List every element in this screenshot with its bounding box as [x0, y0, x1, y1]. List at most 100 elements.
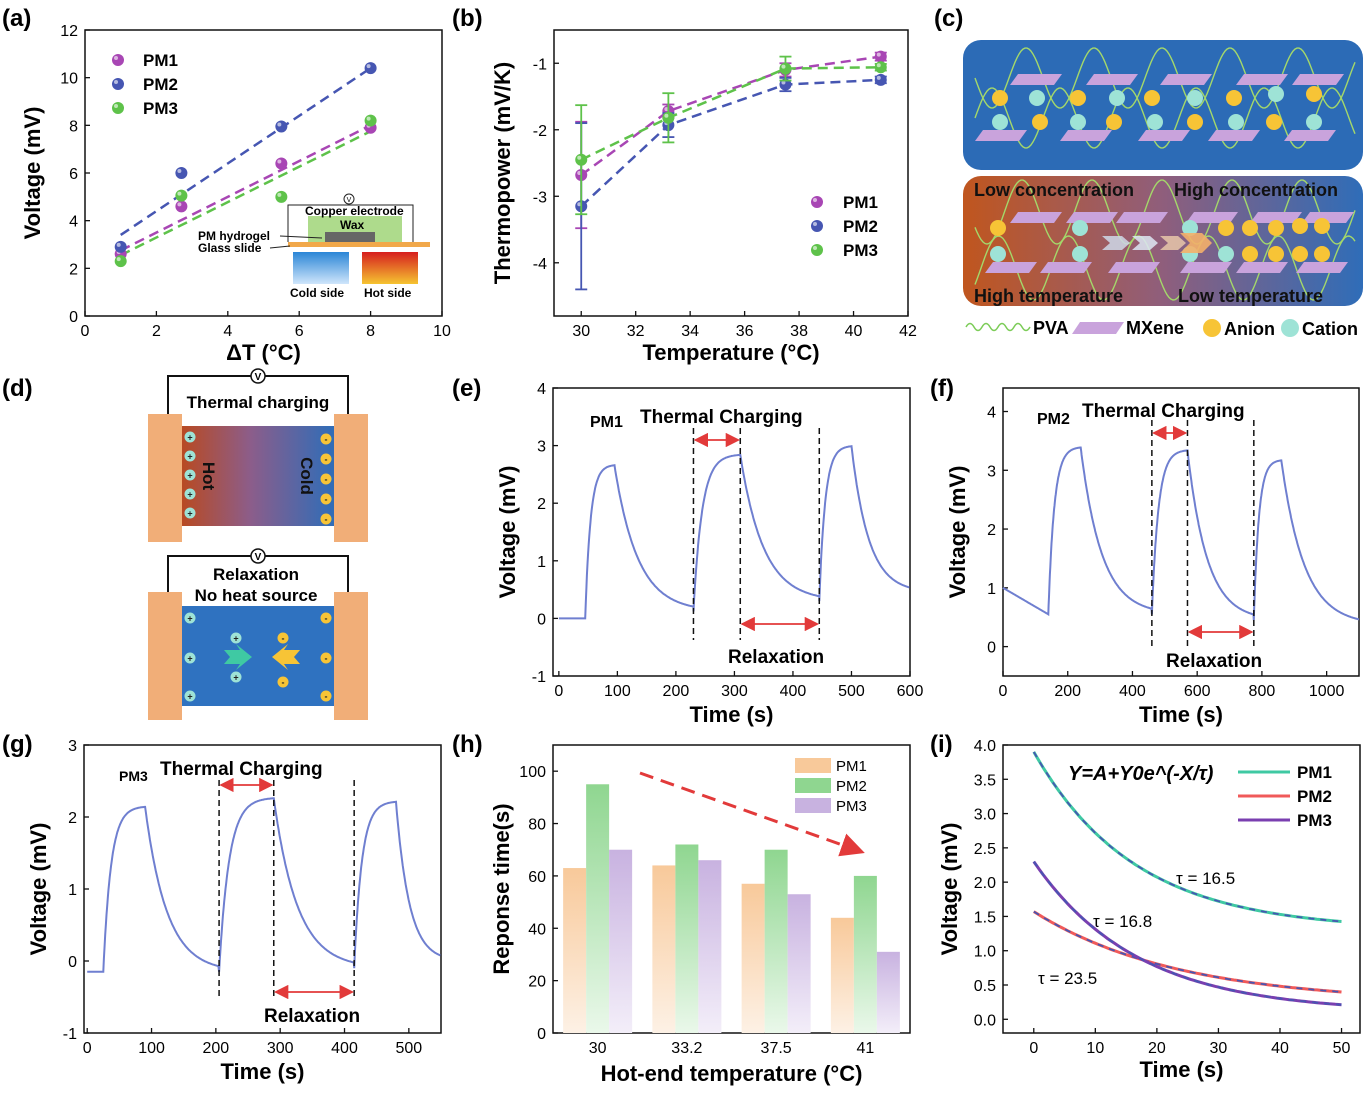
x-axis-label: Time (s)	[1140, 1057, 1224, 1082]
y-tick-label: 0.0	[974, 1012, 996, 1029]
legend-label-PM3: PM3	[1297, 811, 1332, 830]
cation-ion	[1029, 90, 1045, 106]
y-tick-label: 1	[537, 554, 546, 571]
y-tick-label: 3.5	[974, 772, 996, 789]
mxene-sheet	[975, 130, 1027, 141]
series-line-PM3	[580, 65, 881, 161]
anion-ion	[1106, 114, 1122, 130]
point-PM1-highlight	[664, 107, 669, 112]
panel-c-top-box	[963, 40, 1363, 170]
cation-ion	[1218, 246, 1234, 262]
point-PM3-highlight	[177, 191, 182, 196]
cation-ion	[1147, 114, 1163, 130]
point-PM2	[114, 240, 127, 253]
y-tick-label: -3	[533, 189, 547, 206]
legend-marker-PM3-highlight	[813, 246, 817, 250]
x-tick-label: 800	[1249, 683, 1276, 700]
x-tick-label: 42	[899, 323, 917, 340]
point-PM2	[364, 62, 377, 75]
x-tick-label: 30	[572, 323, 590, 340]
pva-chain	[974, 235, 1356, 301]
bar-PM1	[741, 883, 765, 1033]
low-temperature-label: Low temperature	[1178, 286, 1323, 306]
plot-frame	[1002, 387, 1360, 677]
plot-frame	[552, 387, 911, 677]
x-tick-label: 10	[433, 323, 451, 340]
mxene-sheet	[1296, 262, 1348, 273]
inset-pm-hydrogel-label: PM hydrogel	[198, 229, 270, 243]
ion-charge: +	[187, 452, 192, 462]
mxene-sheet	[1180, 262, 1232, 273]
plot-frame	[1002, 744, 1361, 1034]
plot-frame	[552, 744, 911, 1034]
mxene-sheet	[1284, 130, 1336, 141]
y-tick-label: 0	[537, 611, 546, 628]
cation-ion	[230, 632, 242, 644]
panel-letter-b: (b)	[452, 5, 483, 32]
plot-frame	[83, 744, 442, 1034]
cation-ion	[184, 469, 196, 481]
x-tick-label: 40	[845, 323, 863, 340]
cation-legend-label: Cation	[1302, 319, 1358, 339]
hydrogel-block	[325, 232, 375, 242]
y-tick-label: 8	[69, 118, 78, 135]
y-tick-label: 0	[987, 640, 996, 657]
y-tick-label: 12	[60, 23, 78, 40]
x-axis-label: Time (s)	[1139, 702, 1223, 727]
glass-slide	[288, 242, 430, 247]
ion-charge: +	[187, 692, 192, 702]
legend-label-PM2: PM2	[836, 778, 867, 795]
anion-ion	[320, 493, 332, 505]
cation-ion	[184, 612, 196, 624]
fit-line-PM1	[120, 124, 372, 252]
legend-marker-PM2	[811, 220, 823, 232]
mxene-sheet	[985, 262, 1037, 273]
x-tick-label: 100	[604, 683, 631, 700]
point-PM2	[275, 120, 288, 133]
ion-charge: +	[233, 634, 238, 644]
y-tick-label: 2.5	[974, 841, 996, 858]
x-axis-label: Time (s)	[690, 702, 774, 727]
diffusion-arrows	[1102, 233, 1212, 253]
anion-ion	[1314, 246, 1330, 262]
legend-label-PM1: PM1	[1297, 763, 1332, 782]
data-curve-PM3	[1033, 861, 1342, 1006]
no-heat-source-label: No heat source	[195, 586, 318, 605]
cold-label: Cold	[297, 457, 316, 495]
y-tick-label: -1	[63, 1026, 77, 1043]
y-tick-label: 4	[537, 381, 546, 398]
x-tick-label: 400	[1119, 683, 1146, 700]
anion-ion	[1266, 114, 1282, 130]
chart-g-pm3-cycles: 0 100 200 300 400 500 -1 0 1 2 3 Time (s) Voltage (m…	[26, 738, 442, 1084]
anion-ion	[1314, 218, 1330, 234]
cation-ion	[1268, 86, 1284, 102]
point-PM1-highlight	[876, 52, 881, 57]
legend-label-PM1: PM1	[843, 193, 878, 212]
thermal-charging-label: Thermal Charging	[640, 407, 803, 428]
x-tick-label: 300	[267, 1040, 294, 1057]
anion-ion	[1187, 114, 1203, 130]
thermal-charging-label: Thermal Charging	[1082, 401, 1245, 422]
mxene-sheet	[1236, 262, 1288, 273]
panel-letter-g: (g)	[2, 731, 33, 758]
bar-PM1	[652, 865, 676, 1033]
inset-glass-slide-label: Glass slide	[198, 241, 262, 255]
series-line-PM2	[580, 78, 881, 208]
cation-ion	[1070, 114, 1086, 130]
legend-label-PM1: PM1	[836, 758, 867, 775]
panel-letter-e: (e)	[452, 375, 481, 402]
x-tick-label: 8	[366, 323, 375, 340]
point-PM3	[114, 255, 127, 268]
x-tick-label: 0	[1029, 1040, 1038, 1057]
y-tick-label: 0	[537, 1026, 546, 1043]
ion-charge: -	[325, 475, 328, 485]
anion-ion	[320, 513, 332, 525]
y-tick-label: 3	[68, 738, 77, 755]
y-tick-label: 3	[537, 439, 546, 456]
mxene-sheet	[1160, 74, 1212, 85]
panel-c-schematic: Low concentration High concentration Hig…	[963, 40, 1363, 339]
panel-letter-d: (d)	[2, 375, 33, 402]
x-tick-label: 600	[897, 683, 924, 700]
bar-PM2	[764, 849, 788, 1033]
